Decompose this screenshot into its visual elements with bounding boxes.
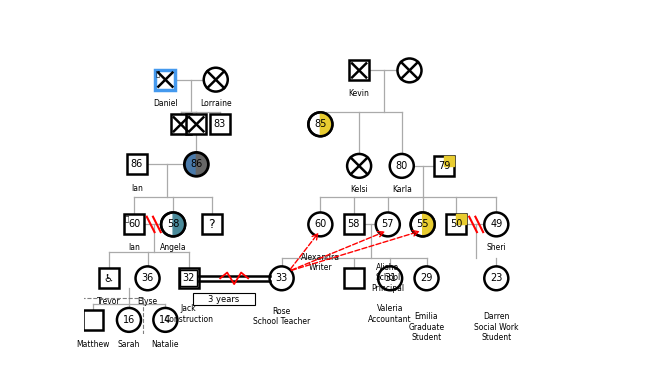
Text: Alisha
School
Principal: Alisha School Principal <box>371 263 405 293</box>
Text: Elyse: Elyse <box>138 297 158 306</box>
Polygon shape <box>444 156 454 166</box>
Circle shape <box>347 154 371 178</box>
Text: 23: 23 <box>490 273 503 283</box>
Polygon shape <box>173 213 185 236</box>
Bar <box>79 298 143 340</box>
Text: 58: 58 <box>167 219 179 230</box>
Text: Jack
Construction: Jack Construction <box>164 304 213 324</box>
Text: 60: 60 <box>128 219 140 230</box>
Text: 49: 49 <box>490 219 503 230</box>
Text: Ian: Ian <box>131 184 142 193</box>
Bar <box>210 114 230 134</box>
Text: Trevor: Trevor <box>97 297 120 306</box>
Text: Alexandra
Writer: Alexandra Writer <box>301 253 340 272</box>
Polygon shape <box>184 152 196 176</box>
Text: Angela: Angela <box>160 243 186 252</box>
Text: 57: 57 <box>382 219 394 230</box>
Bar <box>343 214 364 234</box>
Text: 50: 50 <box>450 219 462 230</box>
Bar <box>186 114 206 134</box>
Circle shape <box>269 266 294 290</box>
Text: 31: 31 <box>384 273 396 283</box>
Text: 3 years: 3 years <box>208 295 239 304</box>
Text: Sheri: Sheri <box>487 243 506 252</box>
Bar <box>179 268 199 288</box>
Circle shape <box>117 308 141 332</box>
Circle shape <box>485 213 508 236</box>
Text: 36: 36 <box>141 273 154 283</box>
Text: ?: ? <box>208 218 215 231</box>
Text: Ian: Ian <box>128 243 140 252</box>
Text: Kelsi: Kelsi <box>350 185 368 194</box>
Bar <box>83 310 103 330</box>
Circle shape <box>390 154 414 178</box>
Bar <box>181 270 197 286</box>
Text: Darren
Social Work
Student: Darren Social Work Student <box>474 312 519 342</box>
Circle shape <box>136 266 159 290</box>
Text: 16: 16 <box>123 315 135 325</box>
Text: 86: 86 <box>130 159 143 170</box>
Bar <box>124 214 144 234</box>
Text: 83: 83 <box>214 119 226 129</box>
Bar <box>349 60 369 80</box>
Bar <box>192 293 255 305</box>
Text: 🍶: 🍶 <box>156 70 161 77</box>
Text: Sarah: Sarah <box>118 340 140 349</box>
Circle shape <box>376 213 400 236</box>
Text: 85: 85 <box>314 119 327 129</box>
Circle shape <box>485 266 508 290</box>
Text: 80: 80 <box>396 161 408 171</box>
Circle shape <box>204 68 228 92</box>
Circle shape <box>415 266 439 290</box>
Circle shape <box>153 308 177 332</box>
Text: Natalie: Natalie <box>152 340 179 349</box>
Bar <box>171 114 191 134</box>
Circle shape <box>378 266 402 290</box>
Text: 14: 14 <box>159 315 171 325</box>
Bar <box>126 154 146 174</box>
Polygon shape <box>321 112 333 136</box>
Text: ♿: ♿ <box>103 273 114 282</box>
Bar <box>155 70 175 90</box>
Bar <box>99 268 119 288</box>
Circle shape <box>161 213 185 236</box>
Text: Kevin: Kevin <box>349 89 370 98</box>
Text: 60: 60 <box>314 219 327 230</box>
Text: Valeria
Accountant: Valeria Accountant <box>368 304 412 324</box>
Circle shape <box>308 112 333 136</box>
Polygon shape <box>196 152 208 176</box>
Polygon shape <box>456 214 466 224</box>
Text: Daniel: Daniel <box>153 99 177 108</box>
Bar <box>343 268 364 288</box>
Text: Karla: Karla <box>392 185 412 194</box>
Text: 58: 58 <box>347 219 360 230</box>
Text: 29: 29 <box>421 273 433 283</box>
Text: 86: 86 <box>190 159 202 170</box>
Text: Lorraine: Lorraine <box>200 99 232 108</box>
Circle shape <box>308 213 333 236</box>
Text: 32: 32 <box>182 273 195 283</box>
Text: 33: 33 <box>276 273 288 283</box>
Bar <box>446 214 466 234</box>
Text: 🍶: 🍶 <box>125 215 129 222</box>
Circle shape <box>411 213 435 236</box>
Bar <box>434 156 454 176</box>
Bar <box>202 214 222 234</box>
Polygon shape <box>423 213 435 236</box>
Text: Matthew: Matthew <box>77 340 110 349</box>
Circle shape <box>397 58 421 82</box>
Text: 79: 79 <box>438 161 450 171</box>
Text: 55: 55 <box>417 219 429 230</box>
Text: Emilia
Graduate
Student: Emilia Graduate Student <box>409 312 445 342</box>
Text: Rose
School Teacher: Rose School Teacher <box>253 307 310 326</box>
